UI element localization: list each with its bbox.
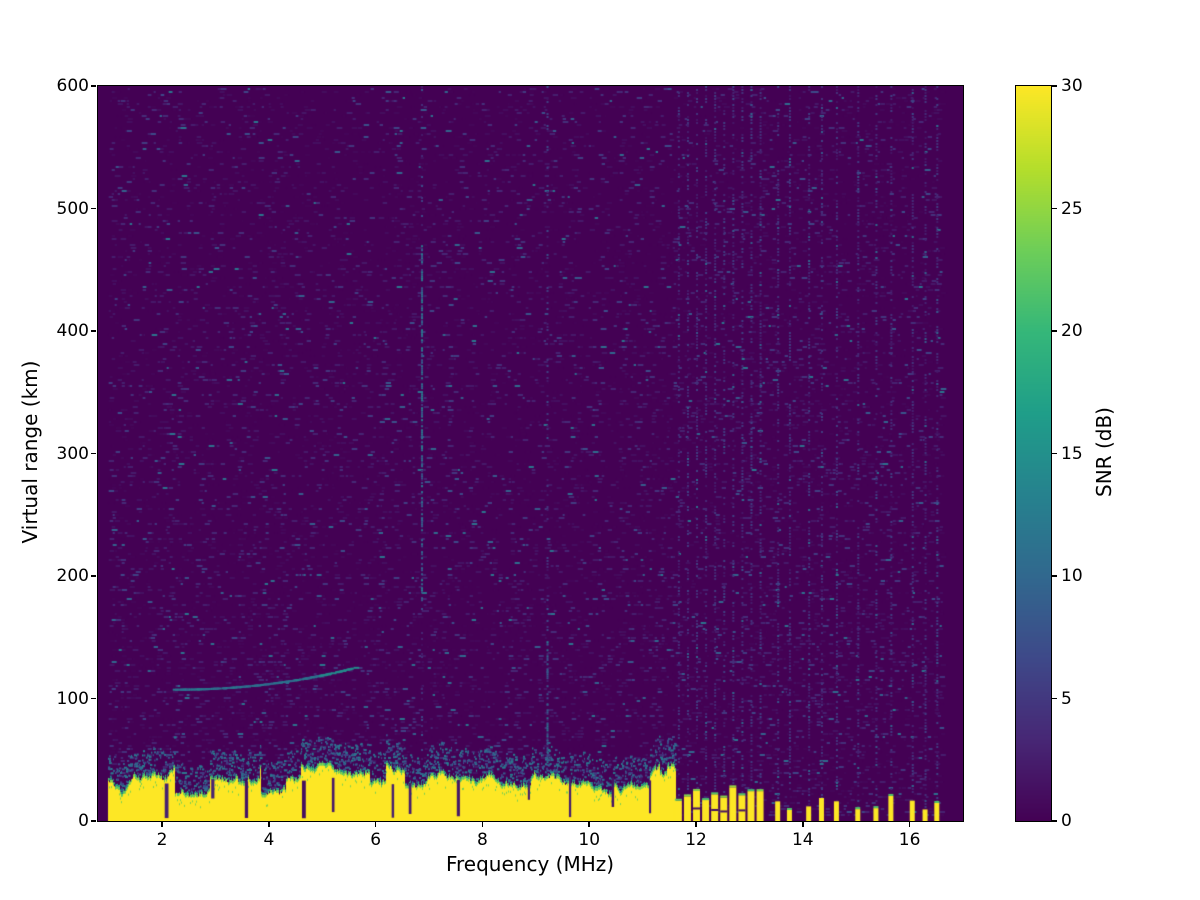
y-tick-label: 300 xyxy=(56,443,89,464)
x-tick-label: 12 xyxy=(685,830,707,850)
colorbar-tick-mark xyxy=(1052,452,1057,455)
x-tick-label: 2 xyxy=(156,830,168,850)
x-tick-mark xyxy=(695,822,697,827)
x-tick-label: 4 xyxy=(263,830,275,850)
y-tick-mark xyxy=(91,207,96,210)
x-tick-label: 10 xyxy=(578,830,601,850)
x-tick-label: 8 xyxy=(477,830,488,850)
x-tick-mark xyxy=(268,822,270,827)
x-tick-mark xyxy=(481,822,484,827)
colorbar-tick-mark xyxy=(1052,207,1057,210)
y-tick-mark xyxy=(91,697,96,700)
colorbar-tick-mark xyxy=(1052,820,1057,822)
y-tick-mark xyxy=(91,575,96,577)
ionogram-heatmap xyxy=(97,85,964,822)
x-tick-label: 6 xyxy=(370,830,382,850)
y-tick-label: 600 xyxy=(56,76,89,96)
colorbar xyxy=(1015,85,1052,822)
colorbar-tick-label: 30 xyxy=(1061,76,1083,96)
y-tick-label: 200 xyxy=(56,566,89,586)
x-tick-mark xyxy=(802,822,804,827)
y-tick-label: 500 xyxy=(56,198,89,219)
x-tick-mark xyxy=(588,822,590,827)
colorbar-tick-label: 25 xyxy=(1061,198,1083,219)
x-tick-label: 16 xyxy=(898,830,921,850)
y-tick-label: 100 xyxy=(56,688,89,709)
x-tick-mark xyxy=(161,822,163,827)
colorbar-tick-mark xyxy=(1052,85,1057,87)
y-tick-label: 0 xyxy=(78,811,89,831)
colorbar-tick-mark xyxy=(1052,575,1057,577)
colorbar-tick-label: 5 xyxy=(1061,688,1072,709)
y-tick-mark xyxy=(91,452,96,455)
y-tick-mark xyxy=(91,330,96,332)
colorbar-tick-label: 20 xyxy=(1061,321,1083,341)
y-tick-mark xyxy=(91,820,96,822)
colorbar-tick-label: 10 xyxy=(1061,566,1083,586)
x-tick-mark xyxy=(374,822,377,827)
colorbar-label: SNR (dB) xyxy=(1092,407,1116,497)
y-tick-label: 400 xyxy=(56,321,89,341)
colorbar-tick-label: 15 xyxy=(1061,443,1083,464)
colorbar-tick-mark xyxy=(1052,697,1057,700)
y-tick-mark xyxy=(91,85,96,87)
colorbar-tick-label: 0 xyxy=(1061,811,1072,831)
x-axis-label: Frequency (MHz) xyxy=(445,852,615,876)
x-tick-label: 14 xyxy=(791,830,814,850)
x-tick-mark xyxy=(908,822,911,827)
colorbar-tick-mark xyxy=(1052,330,1057,332)
